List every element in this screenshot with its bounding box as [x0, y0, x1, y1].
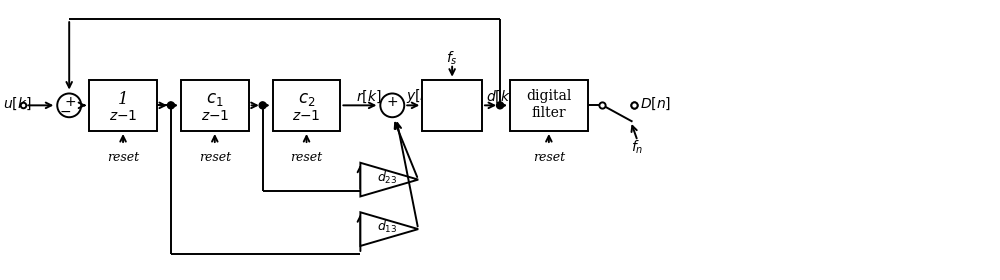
- Text: 1: 1: [118, 91, 128, 108]
- Text: $D[n]$: $D[n]$: [640, 95, 671, 111]
- Text: $d[k]$: $d[k]$: [486, 88, 515, 104]
- Bar: [181, 80, 249, 131]
- Text: reset: reset: [107, 151, 139, 164]
- Text: +: +: [386, 95, 398, 109]
- Text: +: +: [64, 95, 76, 109]
- Bar: [89, 80, 157, 131]
- Text: $-$: $-$: [59, 104, 71, 118]
- Polygon shape: [360, 212, 418, 246]
- Text: $f_n$: $f_n$: [631, 138, 644, 156]
- Circle shape: [497, 102, 503, 109]
- Text: $d_{23}$: $d_{23}$: [377, 170, 397, 186]
- Text: $y[k]$: $y[k]$: [406, 87, 435, 106]
- Bar: [510, 80, 588, 131]
- Text: $z{-}1$: $z{-}1$: [109, 109, 137, 123]
- Text: $z{-}1$: $z{-}1$: [292, 109, 321, 123]
- Circle shape: [167, 102, 174, 109]
- Text: reset: reset: [290, 151, 323, 164]
- Text: $u[k]$: $u[k]$: [3, 95, 32, 111]
- Circle shape: [259, 102, 266, 109]
- Text: $c_1$: $c_1$: [206, 91, 224, 108]
- Text: $f_s$: $f_s$: [446, 49, 458, 67]
- Text: $d_{13}$: $d_{13}$: [377, 219, 397, 235]
- Text: reset: reset: [199, 151, 231, 164]
- Text: $c_2$: $c_2$: [298, 91, 315, 108]
- Text: digital: digital: [526, 89, 572, 103]
- Text: $r[k]$: $r[k]$: [356, 88, 382, 104]
- Text: $z{-}1$: $z{-}1$: [201, 109, 229, 123]
- Text: filter: filter: [532, 106, 566, 120]
- Text: reset: reset: [533, 151, 565, 164]
- Bar: [273, 80, 340, 131]
- Polygon shape: [360, 163, 418, 197]
- Bar: [422, 80, 482, 131]
